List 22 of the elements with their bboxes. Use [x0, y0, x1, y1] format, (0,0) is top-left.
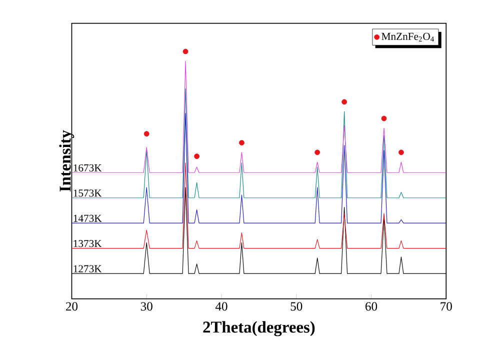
x-tick-label: 30	[140, 302, 152, 311]
series-label: 1573K	[74, 190, 102, 197]
point	[194, 154, 200, 160]
series-label: 1373K	[74, 240, 102, 248]
series-label: 1273K	[74, 265, 102, 272]
point	[144, 131, 150, 137]
y-axis-title: Intensity	[59, 130, 74, 192]
series-label: 1473K	[74, 214, 102, 222]
point	[398, 150, 404, 156]
x-axis-title: 2Theta(degrees)	[203, 321, 315, 336]
point	[314, 150, 320, 156]
legend-label: MnZnFe$_{2}$O$_{4}$	[382, 32, 434, 42]
x-tick-label: 70	[440, 302, 452, 311]
point	[182, 48, 188, 54]
x-tick-label: 20	[66, 302, 78, 311]
x-tick-label: 50	[290, 302, 302, 311]
point	[342, 99, 348, 105]
series-label: 1673K	[74, 164, 102, 172]
x-tick-label: 40	[215, 302, 228, 311]
point	[381, 116, 387, 122]
point	[239, 140, 244, 146]
x-tick-label: 60	[366, 302, 378, 311]
